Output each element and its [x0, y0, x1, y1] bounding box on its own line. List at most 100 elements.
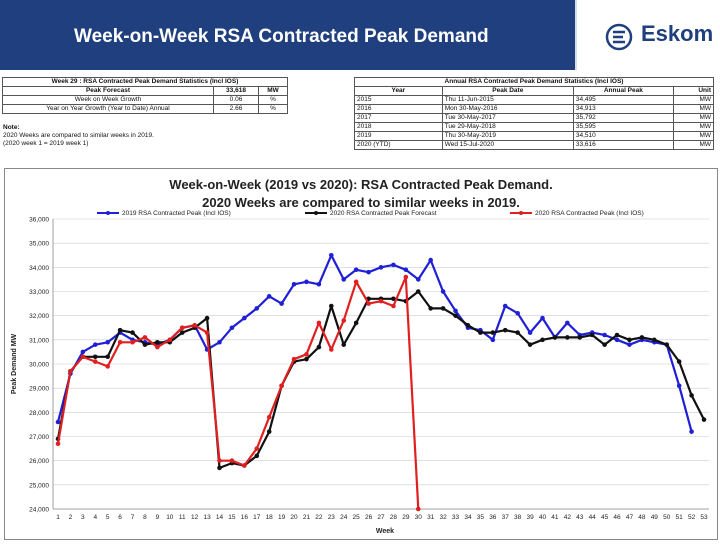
table-cell: 2018 — [354, 122, 443, 132]
data-point — [502, 327, 508, 333]
table-cell: Tue 29-May-2018 — [441, 122, 574, 132]
x-tick-label: 51 — [676, 514, 684, 521]
data-point — [55, 419, 61, 425]
x-tick-label: 24 — [340, 514, 348, 521]
x-tick-label: 34 — [464, 514, 472, 521]
x-tick-label: 11 — [179, 514, 186, 521]
data-point — [527, 342, 533, 347]
x-tick-label: 23 — [328, 514, 336, 521]
data-point — [341, 318, 347, 323]
data-point — [515, 330, 520, 335]
x-tick-label: 21 — [303, 514, 311, 521]
table-header: Year — [354, 86, 443, 96]
x-tick-label: 30 — [415, 514, 423, 521]
annual-stats-title: Annual RSA Contracted Peak Demand Statis… — [354, 77, 714, 87]
data-point — [105, 354, 110, 360]
legend-marker — [106, 211, 110, 215]
table-cell: MW — [672, 122, 715, 132]
x-tick-label: 47 — [626, 514, 634, 521]
table-cell: Thu 11-Jun-2015 — [441, 95, 574, 105]
x-tick-label: 9 — [156, 514, 160, 521]
data-point — [428, 257, 433, 263]
table-cell: 34,913 — [572, 104, 674, 114]
data-point — [490, 337, 496, 343]
data-point — [217, 458, 222, 463]
x-tick-label: 46 — [613, 514, 621, 521]
data-point — [627, 337, 632, 343]
data-point — [341, 277, 347, 282]
data-point — [701, 417, 707, 422]
data-point — [291, 281, 297, 287]
x-tick-label: 41 — [551, 514, 559, 521]
table-cell: MW — [672, 104, 715, 114]
data-point — [80, 354, 86, 360]
x-tick-label: 3 — [81, 514, 85, 521]
table-header: Peak Forecast — [2, 86, 214, 96]
peak-demand-chart: Week-on-Week (2019 vs 2020): RSA Contrac… — [11, 177, 709, 535]
data-point — [304, 279, 309, 285]
data-point — [540, 337, 545, 343]
weekly-stats-table: Week 29 : RSA Contracted Peak Demand Sta… — [2, 77, 288, 114]
x-tick-label: 38 — [514, 514, 522, 521]
x-tick-label: 22 — [315, 514, 323, 521]
y-tick-label: 26,000 — [29, 458, 49, 465]
x-tick-label: 37 — [502, 514, 510, 521]
x-tick-label: 13 — [203, 514, 211, 521]
chart-subtitle: 2020 Weeks are compared to similar weeks… — [202, 195, 520, 210]
data-point — [92, 359, 98, 364]
data-point — [229, 458, 235, 463]
x-tick-label: 14 — [216, 514, 224, 521]
data-point — [676, 359, 682, 364]
data-point — [415, 277, 421, 282]
x-tick-label: 39 — [526, 514, 534, 521]
x-tick-label: 29 — [402, 514, 410, 521]
notes-line: (2020 week 1 = 2019 week 1) — [3, 140, 89, 147]
table-cell: 2020 (YTD) — [354, 140, 443, 150]
data-point — [565, 335, 570, 340]
x-axis-label: Week — [376, 528, 394, 535]
y-tick-label: 31,000 — [29, 337, 49, 344]
data-point — [453, 313, 458, 318]
data-point — [329, 303, 334, 309]
x-tick-label: 35 — [477, 514, 485, 521]
table-row: 2018 Tue 29-May-2018 35,595 MW — [354, 122, 715, 132]
table-row: Year on Year Growth (Year to Date) Annua… — [2, 104, 288, 114]
data-point — [105, 339, 110, 345]
data-point — [304, 356, 309, 362]
x-tick-label: 7 — [131, 514, 135, 521]
data-point — [689, 393, 694, 398]
data-point — [652, 337, 657, 343]
table-cell: 34,510 — [572, 131, 674, 141]
data-point — [366, 301, 371, 306]
y-tick-label: 25,000 — [29, 482, 49, 489]
y-tick-label: 34,000 — [29, 265, 49, 272]
data-point — [403, 267, 409, 273]
data-point — [639, 335, 645, 340]
x-tick-label: 49 — [651, 514, 659, 521]
data-point — [117, 327, 123, 333]
x-tick-label: 43 — [576, 514, 584, 521]
data-point — [130, 339, 135, 345]
data-point — [117, 339, 123, 345]
data-point — [602, 342, 607, 347]
series-line — [56, 290, 705, 469]
x-tick-label: 19 — [278, 514, 286, 521]
eskom-logo-icon — [605, 23, 633, 51]
data-point — [415, 289, 421, 294]
data-point — [130, 330, 135, 335]
data-point — [254, 446, 260, 451]
x-tick-label: 16 — [241, 514, 249, 521]
data-point — [440, 289, 446, 294]
data-point — [55, 441, 61, 447]
data-point — [254, 306, 260, 311]
x-tick-label: 48 — [638, 514, 646, 521]
table-cell: MW — [672, 140, 715, 150]
x-tick-label: 33 — [452, 514, 460, 521]
data-point — [266, 429, 272, 434]
data-point — [204, 315, 210, 321]
table-row: Week on Week Growth 0.06 % — [2, 95, 288, 105]
data-point — [155, 339, 160, 345]
x-tick-label: 53 — [700, 514, 708, 521]
x-tick-label: 31 — [427, 514, 435, 521]
data-point — [291, 356, 297, 362]
